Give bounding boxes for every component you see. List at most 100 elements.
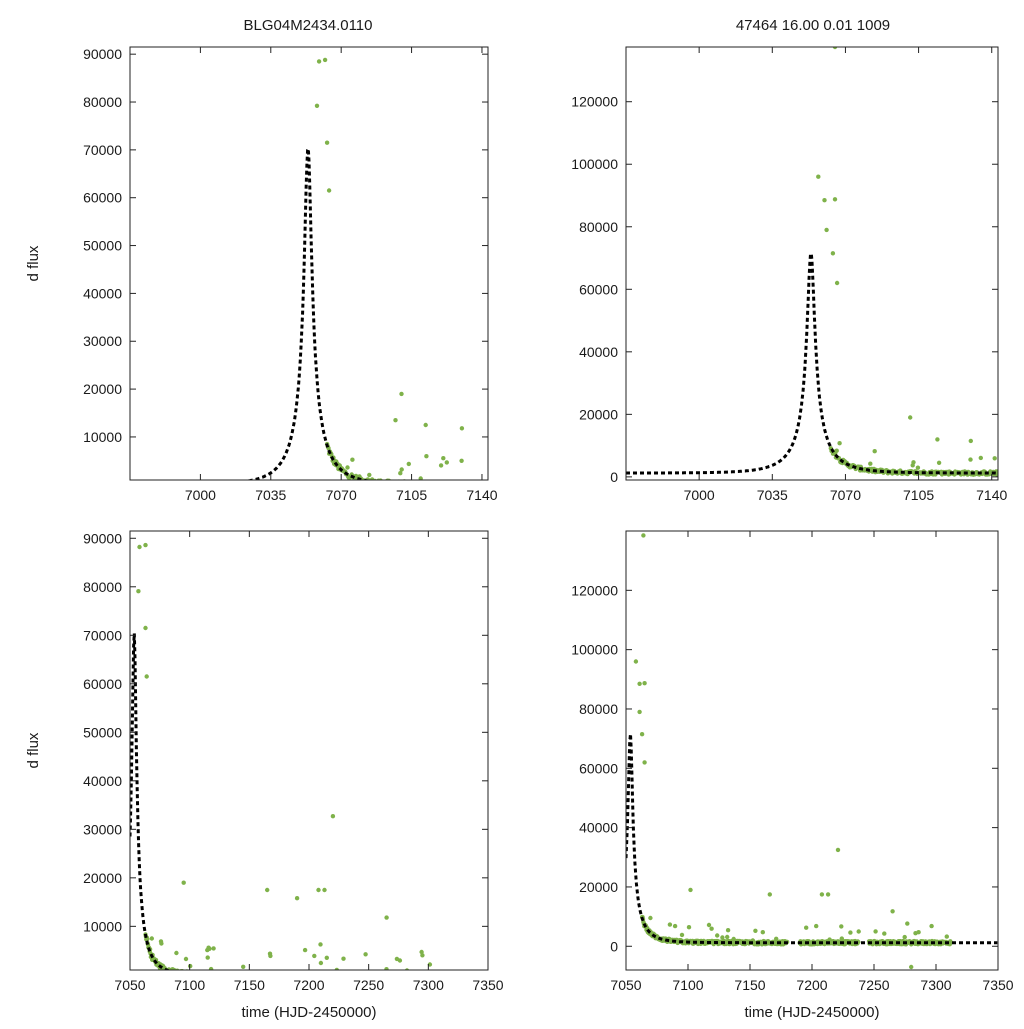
data-point bbox=[205, 974, 209, 978]
data-point bbox=[642, 681, 647, 686]
data-point bbox=[362, 972, 366, 976]
data-point bbox=[837, 441, 842, 446]
data-point bbox=[872, 449, 877, 454]
data-point bbox=[404, 970, 408, 974]
data-point bbox=[389, 974, 393, 978]
data-point bbox=[388, 971, 392, 975]
data-point bbox=[316, 972, 320, 976]
plot-frame bbox=[625, 46, 999, 481]
data-point bbox=[434, 479, 437, 480]
data-point bbox=[386, 482, 390, 486]
data-point bbox=[370, 972, 374, 976]
data-point bbox=[686, 925, 692, 930]
data-point bbox=[381, 971, 385, 975]
data-point bbox=[414, 972, 418, 976]
data-point bbox=[237, 971, 241, 975]
data-point bbox=[177, 970, 181, 974]
data-point bbox=[241, 971, 245, 975]
data-point bbox=[275, 970, 279, 974]
data-point bbox=[175, 968, 180, 970]
data-point bbox=[223, 974, 227, 978]
y-tick-label: 100000 bbox=[571, 156, 618, 172]
data-point bbox=[271, 974, 275, 978]
data-point bbox=[204, 971, 208, 975]
data-point bbox=[181, 972, 185, 976]
data-point bbox=[672, 923, 678, 929]
y-tick-label: 120000 bbox=[571, 94, 618, 110]
data-point bbox=[461, 480, 465, 484]
data-point bbox=[211, 972, 215, 976]
data-point bbox=[266, 973, 270, 977]
x-tick-label: 7105 bbox=[903, 487, 934, 503]
data-point bbox=[336, 974, 340, 978]
data-point bbox=[218, 973, 222, 977]
data-point bbox=[211, 946, 216, 951]
data-point bbox=[412, 971, 416, 975]
data-point bbox=[168, 970, 172, 974]
data-point bbox=[816, 174, 821, 179]
data-point bbox=[273, 972, 277, 976]
data-point bbox=[406, 972, 410, 976]
data-point bbox=[434, 482, 438, 486]
data-point bbox=[183, 956, 189, 962]
data-point bbox=[203, 972, 207, 976]
data-point bbox=[715, 933, 720, 938]
data-point bbox=[205, 955, 210, 960]
data-point bbox=[394, 971, 398, 975]
data-point bbox=[244, 972, 248, 976]
data-point bbox=[396, 973, 400, 977]
data-point bbox=[242, 972, 246, 976]
data-point bbox=[219, 972, 223, 976]
data-point bbox=[362, 479, 364, 480]
data-point bbox=[324, 955, 329, 960]
data-point bbox=[274, 975, 278, 979]
data-point bbox=[214, 970, 218, 974]
data-point bbox=[302, 971, 306, 975]
data-point bbox=[347, 973, 351, 977]
y-tick-label: 0 bbox=[610, 469, 618, 485]
model-curve bbox=[626, 733, 998, 945]
data-point bbox=[411, 972, 415, 976]
data-point bbox=[143, 542, 148, 548]
data-point bbox=[445, 483, 449, 487]
data-point bbox=[193, 971, 197, 975]
data-point bbox=[324, 973, 328, 977]
data-point bbox=[819, 892, 825, 897]
data-point bbox=[424, 454, 429, 459]
data-point bbox=[263, 971, 267, 975]
plot-area bbox=[130, 542, 442, 979]
data-point bbox=[345, 975, 349, 979]
y-tick-label: 0 bbox=[610, 938, 618, 954]
data-point bbox=[399, 972, 403, 976]
data-point bbox=[234, 972, 238, 976]
data-point bbox=[444, 484, 448, 488]
data-point bbox=[438, 972, 442, 976]
data-point bbox=[265, 887, 270, 893]
data-point bbox=[391, 971, 395, 975]
y-tick-label: 40000 bbox=[83, 773, 122, 789]
data-point bbox=[231, 972, 235, 976]
data-point bbox=[968, 438, 973, 444]
data-point bbox=[224, 971, 228, 975]
data-point bbox=[369, 972, 373, 976]
data-point bbox=[189, 971, 193, 975]
data-point bbox=[179, 971, 183, 975]
data-point bbox=[348, 973, 352, 977]
data-point bbox=[431, 971, 435, 975]
data-point bbox=[272, 975, 276, 979]
data-point bbox=[804, 925, 809, 930]
data-point bbox=[408, 481, 412, 485]
data-point bbox=[338, 971, 342, 975]
data-point bbox=[282, 972, 286, 976]
data-point bbox=[338, 972, 342, 976]
data-point bbox=[394, 975, 398, 979]
y-tick-label: 70000 bbox=[83, 142, 122, 158]
data-point bbox=[214, 973, 218, 977]
data-point bbox=[239, 971, 243, 975]
data-point bbox=[454, 484, 458, 488]
data-point bbox=[322, 972, 326, 976]
data-point bbox=[447, 482, 451, 486]
data-point bbox=[412, 481, 416, 485]
data-point bbox=[222, 974, 226, 978]
data-point bbox=[396, 971, 400, 975]
